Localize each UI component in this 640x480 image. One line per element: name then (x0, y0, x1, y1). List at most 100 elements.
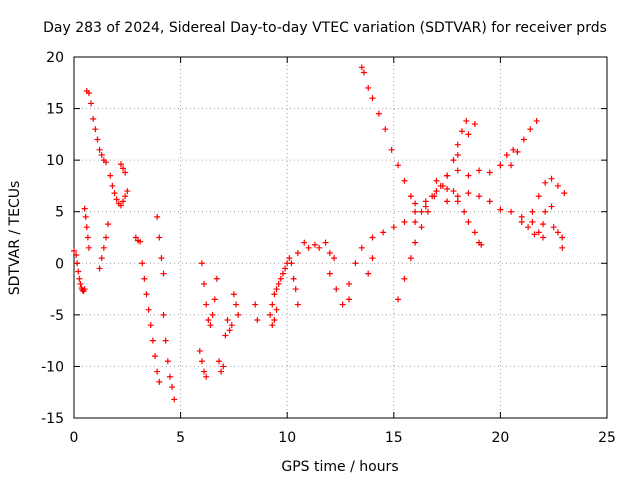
data-point (117, 202, 124, 209)
data-point (439, 182, 446, 189)
data-point (465, 219, 472, 226)
data-point (497, 206, 504, 213)
data-point (559, 234, 566, 241)
data-point (407, 255, 414, 262)
data-point (454, 151, 461, 158)
data-point (463, 117, 470, 124)
data-point (311, 241, 318, 248)
data-point (301, 239, 308, 246)
series-arc-30 (508, 117, 540, 169)
series-arc-29 (444, 190, 547, 228)
data-point (514, 148, 521, 155)
data-point (102, 159, 109, 166)
data-point (207, 322, 214, 329)
data-point (290, 275, 297, 282)
data-point (358, 64, 365, 71)
series-arc-01 (71, 247, 88, 295)
data-point (267, 311, 274, 318)
data-point (164, 358, 171, 365)
data-point (554, 229, 561, 236)
data-point (102, 234, 109, 241)
data-point (154, 368, 161, 375)
data-point (171, 396, 178, 403)
y-tick-label: -5 (50, 308, 64, 324)
data-point (365, 84, 372, 91)
data-point (444, 198, 451, 205)
data-point (339, 301, 346, 308)
data-point (282, 265, 289, 272)
data-point (222, 332, 229, 339)
data-point (120, 198, 127, 205)
data-point (454, 141, 461, 148)
series-arc-23 (395, 117, 470, 303)
y-tick-label: 15 (46, 102, 64, 118)
data-point (269, 322, 276, 329)
data-point (424, 208, 431, 215)
data-point (486, 198, 493, 205)
data-point (465, 172, 472, 179)
data-point (83, 224, 90, 231)
data-point (476, 239, 483, 246)
data-point (201, 368, 208, 375)
data-point (81, 205, 88, 212)
data-point (218, 368, 225, 375)
data-point (326, 270, 333, 277)
series-arc-17 (269, 306, 280, 329)
data-point (269, 301, 276, 308)
data-point (107, 172, 114, 179)
data-point (535, 193, 542, 200)
data-point (211, 296, 218, 303)
data-point (395, 162, 402, 169)
data-point (554, 182, 561, 189)
data-point (395, 296, 402, 303)
data-point (96, 265, 103, 272)
data-point (98, 151, 105, 158)
data-point (233, 301, 240, 308)
series-arc-18 (294, 239, 338, 262)
series-arc-28 (497, 146, 517, 169)
data-point (365, 270, 372, 277)
data-point (561, 190, 568, 197)
data-point (369, 234, 376, 241)
x-axis-label: GPS time / hours (281, 459, 398, 475)
data-point (559, 244, 566, 251)
data-point (476, 167, 483, 174)
data-point (401, 219, 408, 226)
x-tick-label: 25 (598, 430, 616, 446)
series-arc-08 (139, 260, 163, 385)
y-tick-label: 20 (46, 50, 64, 66)
data-point (433, 177, 440, 184)
series-arc-10 (160, 311, 178, 403)
data-point (224, 317, 231, 324)
data-point (454, 167, 461, 174)
data-point (271, 317, 278, 324)
data-point (160, 270, 167, 277)
data-point (286, 255, 293, 262)
data-point (331, 255, 338, 262)
series-arc-04 (96, 221, 112, 272)
series-arc-33 (535, 203, 566, 251)
data-point (122, 169, 129, 176)
data-point (156, 378, 163, 385)
data-point (73, 252, 80, 259)
data-point (548, 175, 555, 182)
data-point (85, 90, 92, 97)
data-point (542, 179, 549, 186)
series-arc-05 (107, 172, 131, 209)
data-point (369, 255, 376, 262)
axis-ticks: 0 5 10 15 20 25 -15 -10 -5 0 5 10 15 20 (41, 50, 616, 446)
data-point (465, 131, 472, 138)
x-tick-label: 20 (491, 430, 509, 446)
data-point (333, 286, 340, 293)
data-point (518, 213, 525, 220)
data-point (203, 301, 210, 308)
data-point (401, 275, 408, 282)
data-point (461, 208, 468, 215)
data-point (279, 270, 286, 277)
data-point (275, 280, 282, 287)
data-point (162, 337, 169, 344)
data-point (143, 291, 150, 298)
series-arc-02 (83, 88, 109, 166)
data-point (94, 136, 101, 143)
series-arc-12 (198, 260, 220, 329)
